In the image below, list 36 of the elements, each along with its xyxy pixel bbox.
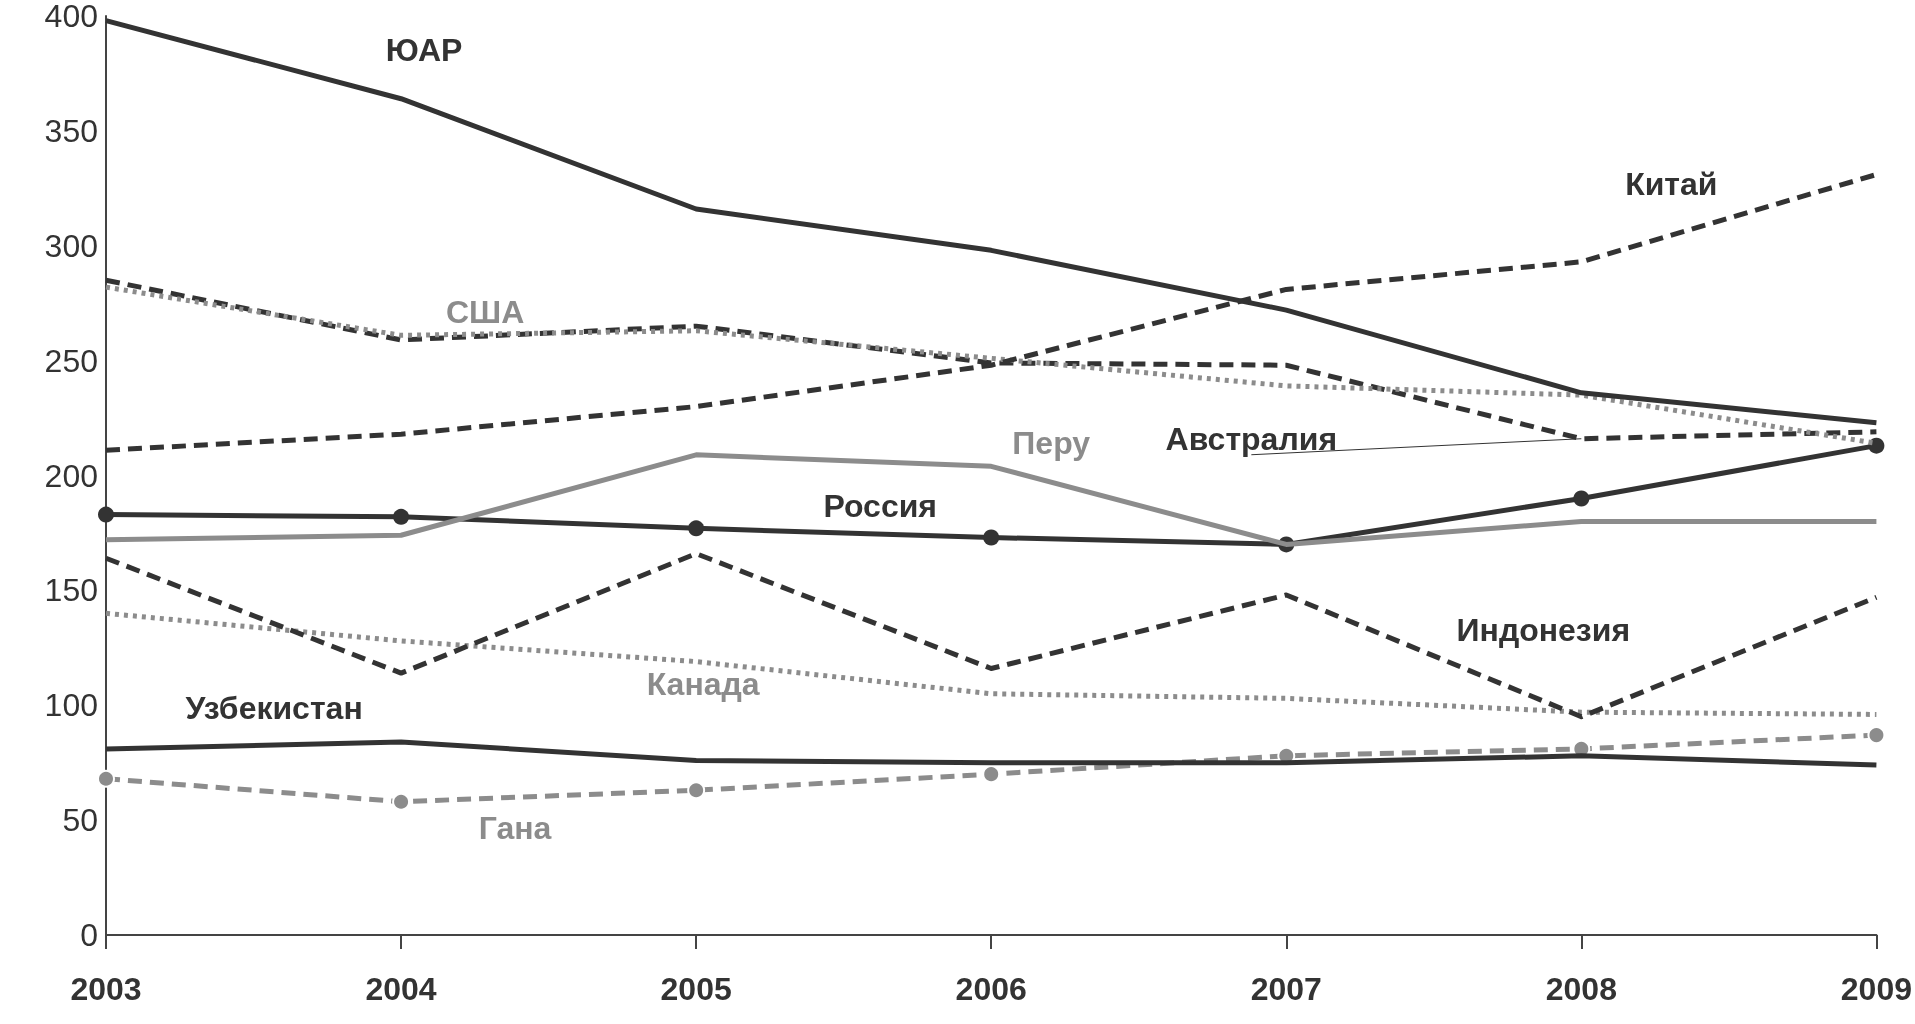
x-tick-label: 2006 — [955, 971, 1027, 1007]
point — [688, 520, 705, 537]
point — [98, 506, 114, 523]
y-tick-label: 100 — [44, 687, 98, 724]
point — [983, 529, 1000, 546]
series-label: Австралия — [1165, 420, 1338, 457]
series-label: Канада — [646, 665, 760, 702]
x-tick-label: 2008 — [1545, 971, 1617, 1007]
y-tick-label: 200 — [44, 457, 98, 494]
y-tick-label: 150 — [44, 572, 98, 609]
point — [1868, 437, 1885, 454]
x-tick-label: 2003 — [70, 971, 142, 1007]
series-label: Китай — [1625, 165, 1718, 202]
y-tick-label: 50 — [62, 802, 98, 839]
y-tick-label: 300 — [44, 227, 98, 264]
series-label: Индонезия — [1456, 611, 1631, 648]
point — [1573, 490, 1590, 507]
x-tick-label: 2009 — [1840, 971, 1912, 1007]
y-tick-label: 0 — [80, 917, 98, 953]
point — [97, 769, 115, 788]
point — [393, 508, 410, 525]
x-tick-label: 2004 — [365, 971, 437, 1007]
x-tick-label: 2007 — [1250, 971, 1322, 1007]
series-label: Гана — [478, 809, 552, 846]
y-tick-label: 250 — [44, 342, 98, 379]
point — [1867, 726, 1886, 745]
x-tick-label: 2005 — [660, 971, 732, 1007]
series-label: США — [445, 294, 525, 331]
series-label: Россия — [823, 487, 938, 524]
point — [687, 781, 706, 800]
series-label: Перу — [1012, 425, 1091, 462]
point — [982, 765, 1001, 784]
y-tick-label: 350 — [44, 112, 98, 149]
y-tick-label: 400 — [44, 0, 98, 34]
series-label: ЮАР — [385, 31, 463, 68]
series-label: Узбекистан — [185, 690, 363, 727]
